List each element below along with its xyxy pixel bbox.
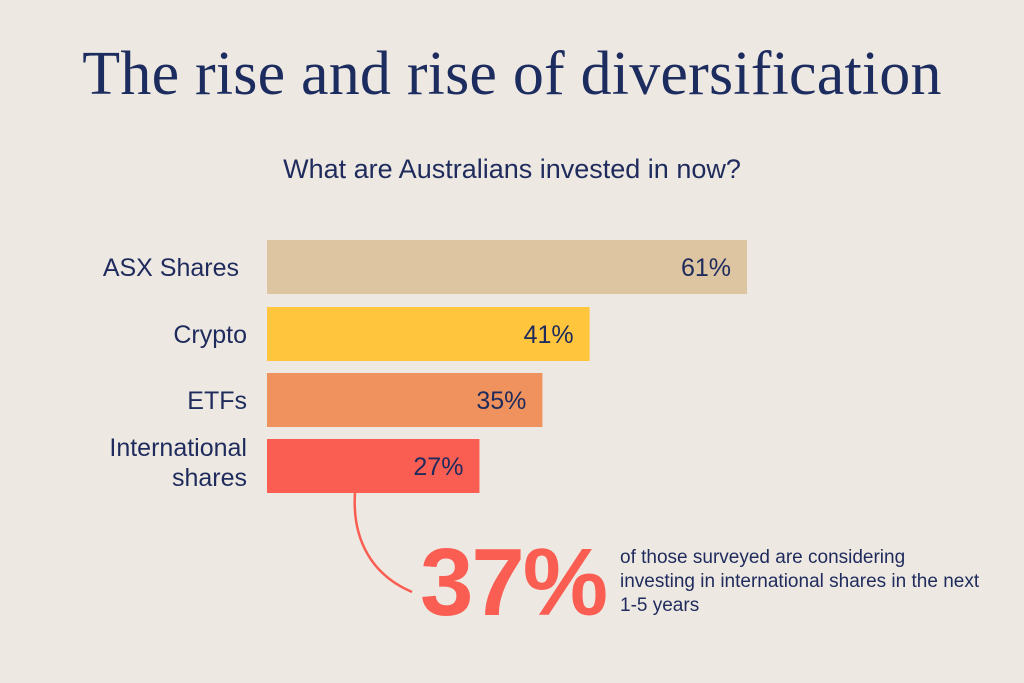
- bar-value-label: 41%: [524, 321, 574, 349]
- bar-international-shares: [267, 439, 480, 493]
- bar-asx-shares: [267, 240, 747, 294]
- bar-etfs: [267, 373, 543, 427]
- bar-value-label: 61%: [681, 254, 731, 282]
- bar-crypto: [267, 307, 590, 361]
- chart-title: The rise and rise of diversification: [82, 40, 942, 108]
- bar-value-label: 35%: [476, 387, 526, 415]
- annotation-value: 37%: [420, 529, 608, 636]
- category-label: ETFs: [187, 387, 247, 415]
- category-label: Crypto: [173, 321, 247, 349]
- annotation-connector: [353, 492, 413, 594]
- bar-value-label: 27%: [413, 453, 463, 481]
- chart-subtitle: What are Australians invested in now?: [283, 154, 741, 184]
- annotation-text: of those surveyed are considering invest…: [620, 547, 980, 616]
- category-label: International shares: [109, 434, 247, 492]
- category-label: ASX Shares: [103, 254, 239, 282]
